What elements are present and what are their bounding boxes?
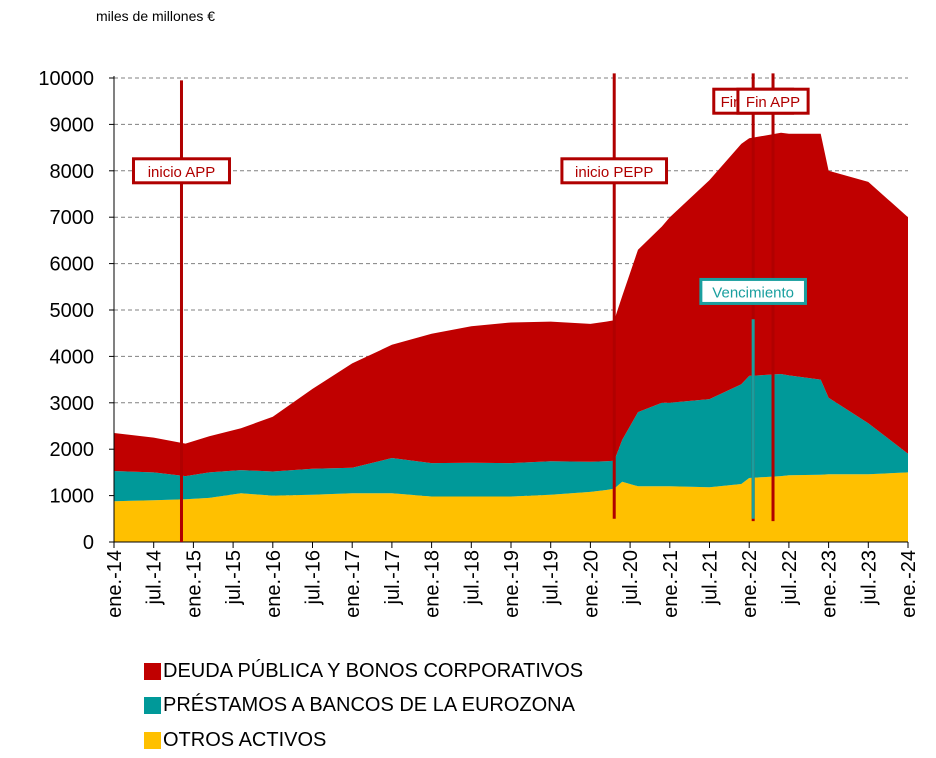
x-tick-label-7: jul.-17 bbox=[382, 550, 404, 605]
x-tick-label-8: ene.-18 bbox=[422, 550, 444, 618]
legend-label-prestamos: PRÉSTAMOS A BANCOS DE LA EUROZONA bbox=[163, 694, 575, 716]
legend-label-deuda: DEUDA PÚBLICA Y BONOS CORPORATIVOS bbox=[163, 660, 584, 682]
legend-swatch-otros bbox=[144, 732, 161, 749]
annotation-label-1: inicio PEPP bbox=[575, 164, 653, 181]
annotation-box-4 bbox=[699, 277, 807, 305]
x-tick-label-17: jul.-22 bbox=[779, 550, 801, 605]
y-tick-label-0: 0 bbox=[83, 532, 94, 554]
x-tick-label-10: ene.-19 bbox=[501, 550, 523, 618]
x-tick-label-0: ene.-14 bbox=[104, 550, 126, 618]
x-tick-label-11: jul.-19 bbox=[541, 550, 563, 605]
annotation-label-0: inicio APP bbox=[148, 164, 216, 181]
x-tick-label-1: jul.-14 bbox=[144, 550, 166, 605]
legend-swatch-prestamos bbox=[144, 697, 161, 714]
y-tick-label-4000: 4000 bbox=[50, 346, 95, 368]
x-tick-label-19: jul.-23 bbox=[858, 550, 880, 605]
y-tick-label-1000: 1000 bbox=[50, 486, 95, 508]
legend-swatch-deuda bbox=[144, 663, 161, 680]
x-tick-label-2: ene.-15 bbox=[183, 550, 205, 618]
legend-label-otros: OTROS ACTIVOS bbox=[163, 729, 327, 751]
y-tick-label-10000: 10000 bbox=[38, 68, 94, 90]
legend-item-prestamos: PRÉSTAMOS A BANCOS DE LA EUROZONA bbox=[144, 694, 575, 717]
annotation-box-3 bbox=[736, 87, 810, 115]
x-tick-label-5: jul.-16 bbox=[303, 550, 325, 605]
x-tick-label-16: ene.-22 bbox=[739, 550, 761, 618]
x-tick-label-18: ene.-23 bbox=[819, 550, 841, 618]
x-tick-label-9: jul.-18 bbox=[461, 550, 483, 605]
x-tick-label-12: ene.-20 bbox=[580, 550, 602, 618]
legend-item-otros: OTROS ACTIVOS bbox=[144, 729, 326, 752]
y-tick-label-9000: 9000 bbox=[50, 114, 95, 136]
annotation-label-4: Vencimiento bbox=[712, 284, 794, 301]
area-series-0 bbox=[114, 472, 908, 542]
annotation-box-1 bbox=[560, 157, 669, 185]
x-tick-label-15: jul.-21 bbox=[700, 550, 722, 605]
y-tick-label-7000: 7000 bbox=[50, 207, 95, 229]
x-tick-label-20: ene.-24 bbox=[898, 550, 920, 618]
stacked-areas bbox=[114, 132, 908, 542]
x-tick-label-14: ene.-21 bbox=[660, 550, 682, 618]
y-tick-label-5000: 5000 bbox=[50, 300, 95, 322]
area-series-1 bbox=[114, 374, 908, 502]
area-series-2 bbox=[114, 132, 908, 477]
x-tick-label-4: ene.-16 bbox=[263, 550, 285, 618]
legend-item-deuda: DEUDA PÚBLICA Y BONOS CORPORATIVOS bbox=[144, 660, 583, 683]
y-tick-label-3000: 3000 bbox=[50, 393, 95, 415]
y-tick-label-2000: 2000 bbox=[50, 439, 95, 461]
y-tick-label-6000: 6000 bbox=[50, 254, 95, 276]
x-axis-ticks: ene.-14 jul.-14 ene.-15 jul.-15 ene.-16 jul.-… bbox=[104, 542, 920, 618]
unit-label: miles de millones € bbox=[96, 8, 216, 24]
annotation-box-0 bbox=[131, 157, 231, 185]
annotation-label-3: Fin APP bbox=[746, 94, 800, 111]
x-tick-label-6: ene.-17 bbox=[342, 550, 364, 618]
x-tick-label-3: jul.-15 bbox=[223, 550, 245, 605]
x-tick-label-13: jul.-20 bbox=[620, 550, 642, 605]
y-axis-ticks: 0 1000 2000 3000 4000 5000 6000 7000 8000 9000 100… bbox=[38, 68, 114, 554]
y-tick-label-8000: 8000 bbox=[50, 161, 95, 183]
balance-area-chart: 0 1000 2000 3000 4000 5000 6000 7000 8000 9000 100… bbox=[38, 68, 920, 618]
